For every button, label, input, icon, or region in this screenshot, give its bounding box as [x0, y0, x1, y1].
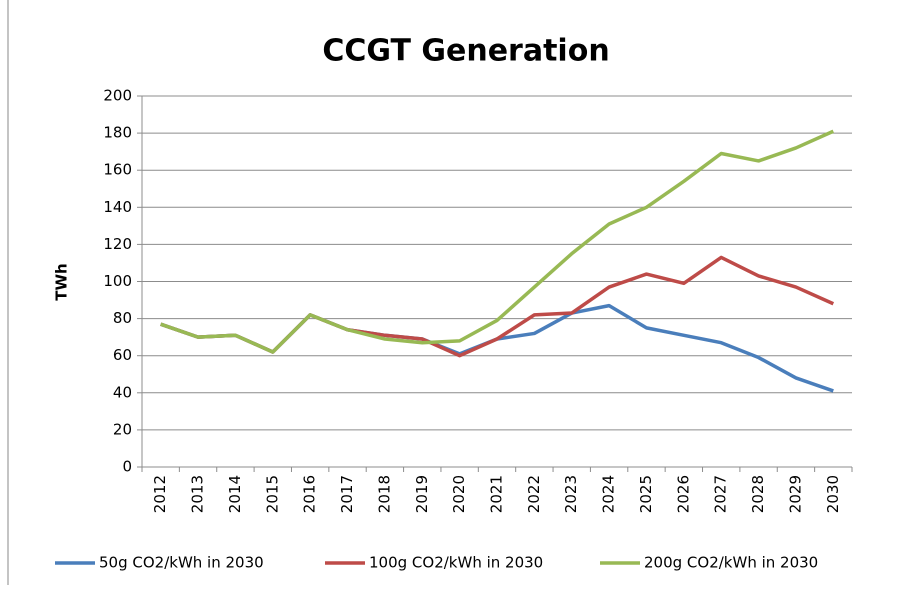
- x-tick-label: 2030: [824, 475, 842, 513]
- x-tick-label: 2020: [450, 475, 468, 513]
- y-tick-label: 100: [103, 272, 132, 290]
- x-tick-label: 2014: [226, 475, 244, 513]
- x-tick-label: 2028: [749, 475, 767, 513]
- x-tick-label: 2025: [637, 475, 655, 513]
- x-tick-label: 2024: [600, 475, 618, 513]
- y-tick-label: 20: [113, 420, 132, 438]
- y-tick-label: 180: [103, 124, 132, 142]
- x-tick-label: 2019: [413, 475, 431, 513]
- x-tick-label: 2015: [263, 475, 281, 513]
- legend-label: 200g CO2/kWh in 2030: [644, 554, 818, 572]
- legend-label: 100g CO2/kWh in 2030: [369, 554, 543, 572]
- y-tick-label: 0: [122, 458, 132, 476]
- x-tick-label: 2022: [525, 475, 543, 513]
- y-axis-label: TWh: [53, 263, 71, 300]
- x-tick-label: 2026: [674, 475, 692, 513]
- y-tick-label: 80: [113, 309, 132, 327]
- x-tick-label: 2023: [562, 475, 580, 513]
- x-tick-label: 2016: [301, 475, 319, 513]
- x-tick-label: 2012: [151, 475, 169, 513]
- y-tick-label: 60: [113, 346, 132, 364]
- y-tick-label: 160: [103, 161, 132, 179]
- y-tick-label: 120: [103, 235, 132, 253]
- y-tick-label: 40: [113, 383, 132, 401]
- legend-label: 50g CO2/kWh in 2030: [99, 554, 264, 572]
- x-tick-label: 2017: [338, 475, 356, 513]
- x-tick-label: 2018: [375, 475, 393, 513]
- series-line: [160, 129, 835, 354]
- x-tick-label: 2021: [488, 475, 506, 513]
- chart-title: CCGT Generation: [322, 34, 609, 69]
- x-tick-label: 2029: [786, 475, 804, 513]
- x-tick-label: 2013: [189, 475, 207, 513]
- y-tick-label: 200: [103, 87, 132, 105]
- series-line: [160, 255, 835, 358]
- y-tick-label: 140: [103, 198, 132, 216]
- x-tick-label: 2027: [712, 475, 730, 513]
